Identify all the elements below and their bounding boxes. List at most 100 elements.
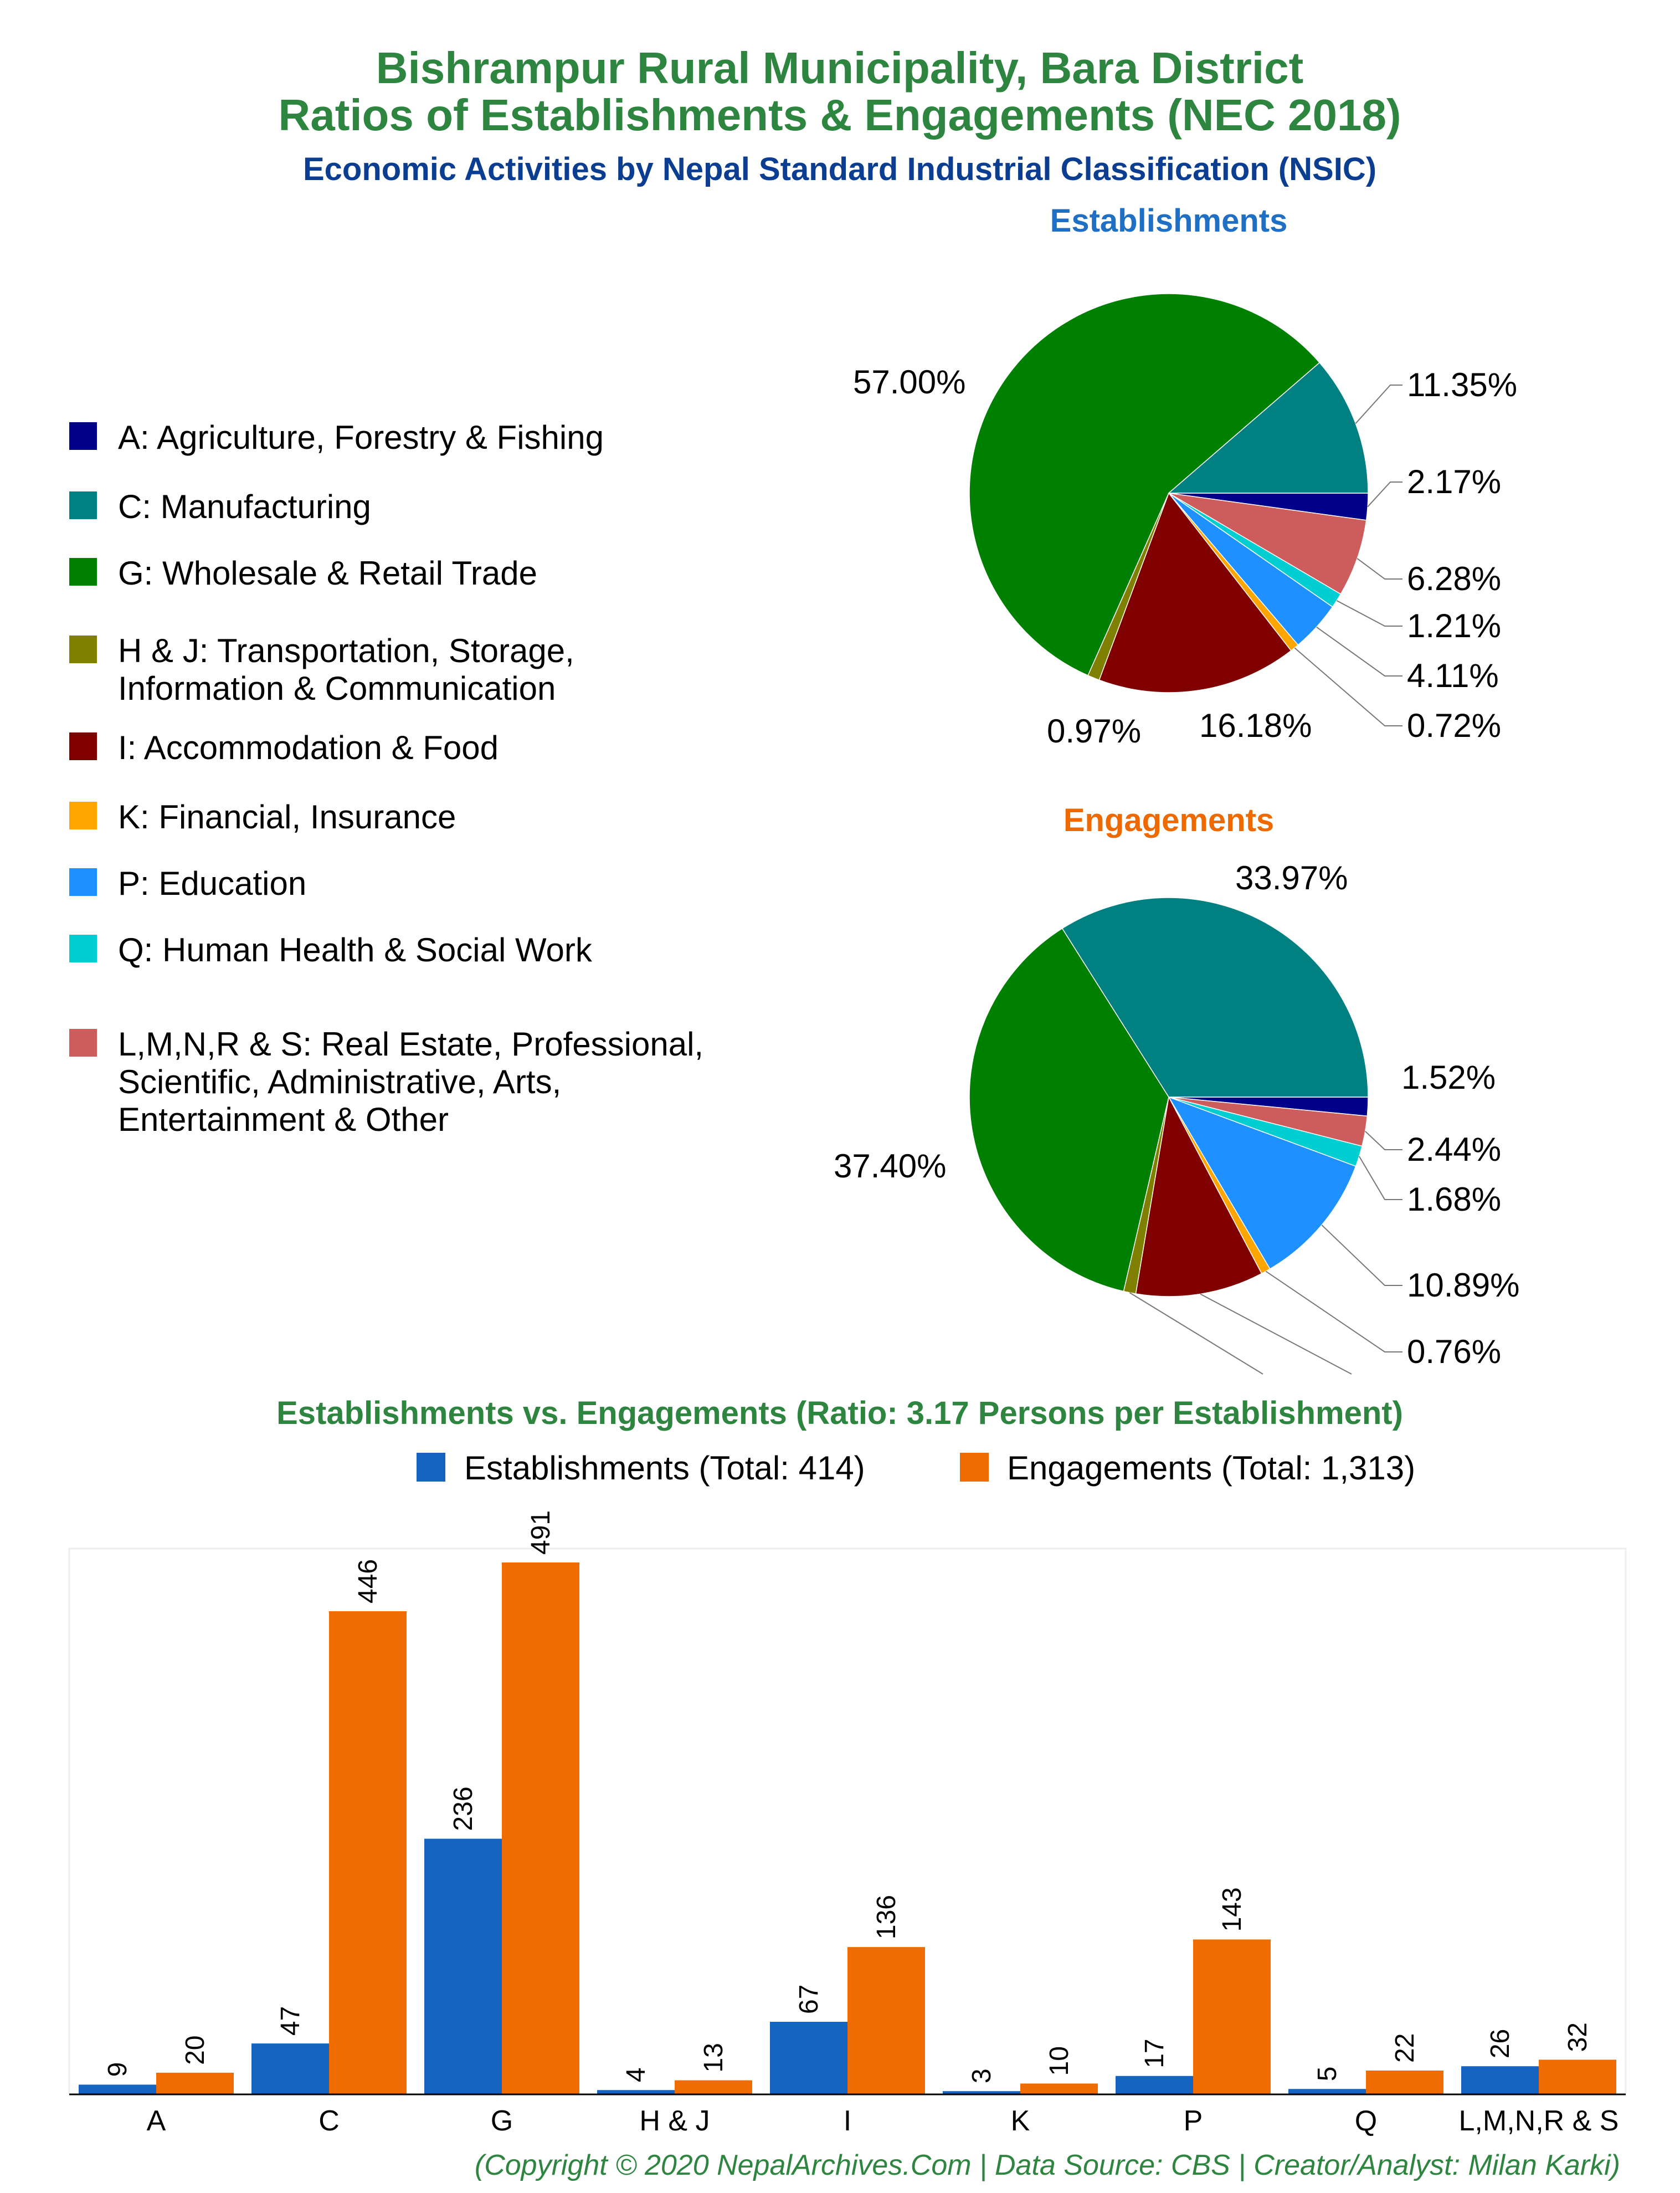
pie1-leader-lmnrs bbox=[1357, 558, 1402, 580]
bar-establishments-8 bbox=[1461, 2066, 1539, 2094]
legend-swatch-p bbox=[69, 868, 97, 896]
bar-establishments-5 bbox=[943, 2091, 1020, 2094]
title-line-1: Bishrampur Rural Municipality, Bara Dist… bbox=[376, 43, 1303, 93]
pie-establishments-title: Establishments bbox=[1050, 203, 1288, 239]
legend-swatch-a bbox=[69, 422, 97, 450]
bar-value-label-engagements-6: 143 bbox=[1217, 1887, 1247, 1931]
bar-value-label-establishments-8: 26 bbox=[1486, 2029, 1515, 2058]
pie1-label-p: 4.11% bbox=[1407, 657, 1499, 694]
bar-legend-label-engagements: Engagements (Total: 1,313) bbox=[1007, 1449, 1415, 1487]
bar-engagements-1 bbox=[329, 1611, 407, 2094]
pie1-label-hj: 0.97% bbox=[1047, 713, 1141, 750]
pie2-leader-lmnrs bbox=[1364, 1130, 1402, 1150]
bar-engagements-5 bbox=[1020, 2083, 1098, 2094]
bar-value-label-establishments-1: 47 bbox=[276, 2006, 305, 2036]
legend-label-c: C: Manufacturing bbox=[118, 488, 371, 525]
pie2-leader-p bbox=[1321, 1224, 1402, 1286]
pie2-label-k: 0.76% bbox=[1407, 1333, 1501, 1370]
x-tick-label-4: I bbox=[844, 2105, 851, 2137]
x-tick-label-6: P bbox=[1184, 2105, 1203, 2137]
pie2-slice-g bbox=[969, 928, 1169, 1292]
bar-chart-title: Establishments vs. Engagements (Ratio: 3… bbox=[276, 1395, 1403, 1431]
pie1-label-c: 11.35% bbox=[1407, 366, 1517, 403]
pie1-slice-c bbox=[1167, 362, 1369, 494]
pie2-leader-q bbox=[1358, 1156, 1402, 1200]
bar-legend-swatch-engagements bbox=[960, 1453, 989, 1482]
pie1-leader-p bbox=[1316, 626, 1402, 677]
bar-engagements-2 bbox=[502, 1562, 579, 2094]
bar-engagements-3 bbox=[675, 2080, 752, 2094]
bar-value-label-engagements-0: 20 bbox=[181, 2036, 210, 2065]
bar-value-label-establishments-3: 4 bbox=[621, 2067, 651, 2082]
bar-engagements-7 bbox=[1366, 2070, 1443, 2094]
pie1-slice-lmnrs bbox=[1168, 493, 1367, 595]
pie1-label-i: 16.18% bbox=[1199, 707, 1312, 744]
bar-engagements-4 bbox=[847, 1947, 925, 2094]
footer-credit: (Copyright © 2020 NepalArchives.Com | Da… bbox=[475, 2149, 1620, 2181]
pie2-leader-k bbox=[1265, 1270, 1402, 1352]
bar-engagements-8 bbox=[1539, 2059, 1616, 2094]
x-tick-label-5: K bbox=[1011, 2105, 1030, 2137]
bar-value-label-establishments-5: 3 bbox=[967, 2068, 996, 2083]
legend: A: Agriculture, Forestry & Fishing C: Man… bbox=[69, 419, 703, 1138]
legend-swatch-q bbox=[69, 935, 97, 962]
pie-establishments: 2.17% 6.28% 1.21% 4.11% 0.72% 16.18% 0.97% 57.0… bbox=[853, 293, 1517, 750]
bar-legend: Establishments (Total: 414) Engagements (… bbox=[417, 1449, 1415, 1487]
bar-value-label-establishments-7: 5 bbox=[1313, 2067, 1342, 2082]
bar-value-label-establishments-2: 236 bbox=[449, 1786, 478, 1831]
pie-engagements: 1.52% 2.44% 1.68% 10.89% 0.76% 37.40% 33.97% bbox=[834, 859, 1520, 1375]
legend-label-hj: Information & Communication bbox=[118, 670, 556, 707]
subtitle: Economic Activities by Nepal Standard In… bbox=[303, 151, 1376, 187]
legend-label-q: Q: Human Health & Social Work bbox=[118, 931, 593, 969]
pie1-label-lmnrs: 6.28% bbox=[1407, 560, 1501, 597]
bar-value-label-engagements-8: 32 bbox=[1563, 2022, 1592, 2052]
bar-value-label-engagements-1: 446 bbox=[353, 1559, 383, 1603]
pie2-label-g: 37.40% bbox=[834, 1147, 947, 1185]
bar-value-label-establishments-6: 17 bbox=[1140, 2038, 1169, 2068]
pie2-label-lmnrs: 2.44% bbox=[1407, 1131, 1501, 1168]
pie2-slice-i bbox=[1135, 1095, 1262, 1297]
x-tick-label-8: L,M,N,R & S bbox=[1459, 2105, 1619, 2137]
bar-engagements-6 bbox=[1193, 1939, 1271, 2094]
pie1-label-g: 57.00% bbox=[853, 363, 966, 401]
pie1-leader-q bbox=[1336, 600, 1402, 627]
pie1-label-a: 2.17% bbox=[1407, 463, 1501, 500]
bar-legend-label-establishments: Establishments (Total: 414) bbox=[464, 1449, 865, 1487]
pie2-label-p: 10.89% bbox=[1407, 1267, 1520, 1304]
pie2-label-c: 33.97% bbox=[1235, 859, 1348, 896]
bar-establishments-6 bbox=[1116, 2076, 1193, 2094]
pie1-leader-c bbox=[1355, 385, 1402, 424]
bar-establishments-4 bbox=[770, 2022, 847, 2094]
legend-swatch-c bbox=[69, 491, 97, 519]
legend-label-lmnrs: L,M,N,R & S: Real Estate, Professional, bbox=[118, 1026, 703, 1063]
pie2-leader-i bbox=[1200, 1293, 1352, 1375]
pie1-leader-k bbox=[1294, 647, 1402, 726]
legend-swatch-i bbox=[69, 732, 97, 760]
pie2-label-q: 1.68% bbox=[1407, 1181, 1501, 1218]
bar-value-label-establishments-0: 9 bbox=[103, 2062, 132, 2077]
pie2-label-a: 1.52% bbox=[1401, 1059, 1496, 1096]
legend-label-g: G: Wholesale & Retail Trade bbox=[118, 555, 537, 592]
legend-label-i: I: Accommodation & Food bbox=[118, 729, 499, 766]
pie1-label-k: 0.72% bbox=[1407, 707, 1501, 744]
pie1-label-q: 1.21% bbox=[1407, 607, 1501, 644]
title-line-2: Ratios of Establishments & Engagements (… bbox=[278, 90, 1401, 140]
bar-value-label-establishments-4: 67 bbox=[794, 1985, 824, 2014]
x-tick-label-1: C bbox=[318, 2105, 340, 2137]
legend-label-lmnrs: Scientific, Administrative, Arts, bbox=[118, 1063, 561, 1100]
legend-swatch-hj bbox=[69, 636, 97, 663]
x-tick-label-0: A bbox=[147, 2105, 166, 2137]
bar-value-label-engagements-5: 10 bbox=[1045, 2046, 1074, 2076]
x-tick-label-2: G bbox=[491, 2105, 513, 2137]
legend-label-a: A: Agriculture, Forestry & Fishing bbox=[118, 419, 604, 456]
x-tick-label-3: H & J bbox=[639, 2105, 710, 2137]
pie-engagements-title: Engagements bbox=[1064, 802, 1274, 838]
bar-establishments-2 bbox=[424, 1838, 502, 2094]
bar-value-label-engagements-2: 491 bbox=[526, 1510, 556, 1555]
legend-label-lmnrs: Entertainment & Other bbox=[118, 1101, 449, 1138]
bar-value-label-engagements-3: 13 bbox=[699, 2043, 728, 2072]
x-tick-label-7: Q bbox=[1355, 2105, 1377, 2137]
legend-swatch-g bbox=[69, 558, 97, 586]
bar-legend-swatch-establishments bbox=[417, 1453, 445, 1482]
